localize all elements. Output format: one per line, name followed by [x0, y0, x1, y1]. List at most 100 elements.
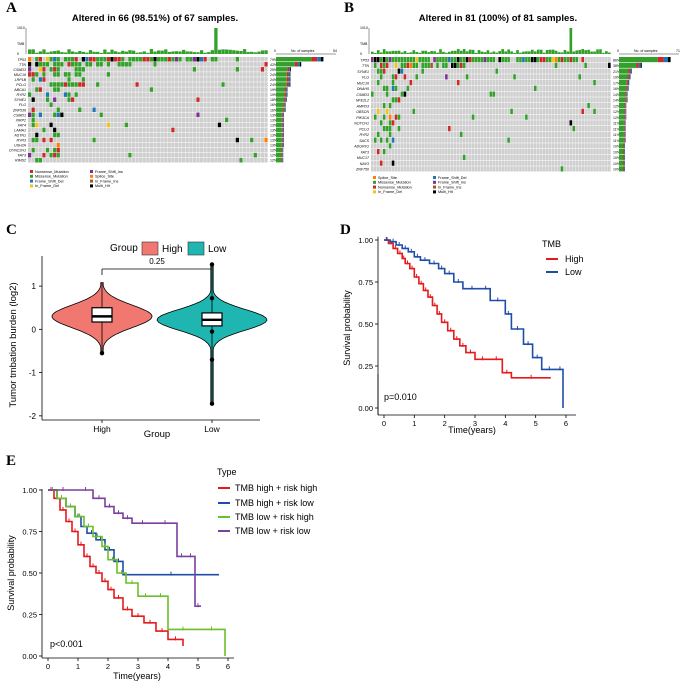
wildtype-cell [596, 154, 599, 160]
wildtype-cell [427, 85, 430, 91]
wildtype-cell [456, 131, 460, 137]
wildtype-cell [135, 107, 139, 113]
wildtype-cell [471, 62, 475, 68]
wildtype-cell [566, 103, 570, 109]
wildtype-cell [106, 102, 111, 107]
wildtype-cell [225, 147, 229, 153]
wildtype-cell [436, 137, 439, 143]
wildtype-cell [433, 97, 436, 103]
mutation-cell [42, 72, 46, 77]
wildtype-cell [608, 68, 611, 74]
wildtype-cell [106, 77, 111, 82]
tmb-bar [575, 50, 579, 54]
wildtype-cell [85, 127, 89, 133]
x-tick-label: 2 [443, 419, 447, 428]
wildtype-cell [242, 152, 247, 158]
wildtype-cell [557, 120, 561, 126]
side-bar-segment [276, 57, 312, 62]
wildtype-cell [207, 112, 211, 118]
wildtype-cell [433, 131, 436, 137]
wildtype-cell [246, 92, 250, 97]
wildtype-cell [480, 85, 484, 91]
tmb-bar [462, 49, 466, 54]
wildtype-cell [128, 102, 132, 107]
wildtype-cell [160, 77, 164, 82]
wildtype-cell [596, 74, 599, 80]
wildtype-cell [146, 67, 150, 72]
wildtype-cell [596, 143, 599, 149]
wildtype-cell [178, 137, 182, 143]
wildtype-cell [171, 132, 175, 138]
wildtype-cell [560, 80, 564, 86]
wildtype-cell [477, 91, 481, 97]
wildtype-cell [542, 91, 546, 97]
wildtype-cell [232, 142, 236, 148]
wildtype-cell [253, 147, 257, 153]
wildtype-cell [465, 160, 469, 166]
wildtype-cell [128, 122, 132, 128]
wildtype-cell [382, 74, 386, 80]
side-bar-segment [276, 132, 282, 138]
wildtype-cell [528, 97, 531, 103]
wildtype-cell [225, 107, 229, 113]
wildtype-cell [85, 137, 89, 143]
wildtype-cell [250, 77, 254, 82]
wildtype-cell [590, 97, 593, 103]
wildtype-cell [149, 147, 154, 153]
wildtype-cell [554, 97, 558, 103]
wildtype-cell [504, 137, 507, 143]
wildtype-cell [448, 149, 451, 155]
wildtype-cell [560, 74, 564, 80]
wildtype-cell [510, 154, 513, 160]
wildtype-cell [548, 149, 552, 155]
wildtype-cell [409, 137, 413, 143]
wildtype-cell [92, 67, 96, 72]
wildtype-cell [602, 120, 605, 126]
wildtype-cell [221, 72, 225, 77]
wildtype-cell [397, 166, 401, 172]
mutation-cell [382, 149, 386, 155]
wildtype-cell [587, 126, 590, 132]
wildtype-cell [106, 112, 111, 118]
wildtype-cell [232, 87, 236, 92]
wildtype-cell [92, 147, 96, 153]
wildtype-cell [103, 102, 107, 107]
wildtype-cell [531, 114, 534, 120]
wildtype-cell [566, 143, 570, 149]
wildtype-cell [483, 80, 487, 86]
wildtype-cell [250, 62, 254, 67]
wildtype-cell [174, 62, 179, 67]
wildtype-cell [489, 154, 493, 160]
wildtype-cell [189, 62, 193, 67]
wildtype-cell [427, 97, 430, 103]
wildtype-cell [376, 85, 380, 91]
mutation-cell [388, 114, 392, 120]
percentage-label: 18% [270, 98, 277, 102]
wildtype-cell [516, 108, 519, 114]
wildtype-cell [504, 160, 507, 166]
wildtype-cell [448, 85, 451, 91]
wildtype-cell [427, 74, 430, 80]
mutation-cell [379, 160, 383, 166]
wildtype-cell [602, 137, 605, 143]
wildtype-cell [504, 154, 507, 160]
legend-swatch [90, 179, 93, 183]
wildtype-cell [403, 126, 407, 132]
wildtype-cell [504, 103, 507, 109]
wildtype-cell [117, 87, 121, 92]
wildtype-cell [415, 149, 419, 155]
wildtype-cell [96, 132, 100, 138]
side-bar-segment [624, 108, 626, 114]
wildtype-cell [442, 74, 445, 80]
wildtype-cell [146, 62, 150, 67]
wildtype-cell [418, 108, 422, 114]
wildtype-cell [131, 102, 136, 107]
wildtype-cell [468, 143, 472, 149]
side-bar-segment [286, 92, 288, 97]
gene-label: USH2A [14, 144, 27, 148]
wildtype-cell [131, 152, 136, 158]
wildtype-cell [199, 67, 204, 72]
wildtype-cell [250, 107, 254, 113]
mutation-cell [149, 57, 154, 62]
wildtype-cell [117, 77, 121, 82]
